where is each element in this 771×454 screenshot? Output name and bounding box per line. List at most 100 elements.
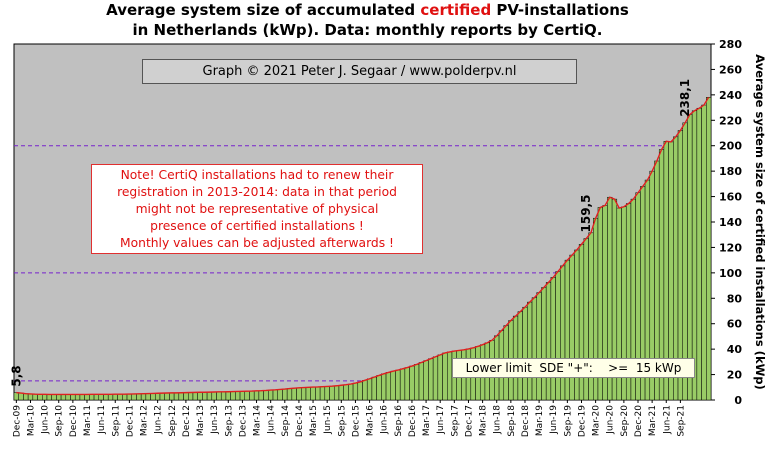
x-tick-label: Sep-20 bbox=[620, 405, 630, 437]
bar bbox=[79, 394, 85, 401]
bar bbox=[140, 393, 147, 401]
data-label: 238,1 bbox=[678, 79, 692, 117]
x-tick-label: Mar-20 bbox=[592, 405, 602, 436]
bar bbox=[536, 292, 542, 401]
bar bbox=[235, 391, 241, 401]
bar bbox=[155, 393, 161, 401]
bar bbox=[371, 376, 377, 401]
bar bbox=[527, 301, 533, 401]
x-tick-label: Mar-14 bbox=[253, 405, 263, 436]
x-tick-label: Sep-10 bbox=[55, 405, 65, 437]
bar bbox=[60, 394, 67, 401]
x-tick-label: Sep-15 bbox=[337, 405, 347, 437]
bar bbox=[225, 391, 231, 401]
bar bbox=[310, 386, 316, 401]
bar bbox=[23, 393, 29, 401]
data-label: 5,8 bbox=[9, 365, 23, 386]
bar bbox=[126, 393, 132, 401]
y-tick-label: 180 bbox=[719, 165, 742, 178]
bar bbox=[696, 107, 702, 401]
bar bbox=[263, 390, 269, 401]
bar bbox=[432, 356, 439, 401]
x-tick-label: Dec-15 bbox=[351, 405, 361, 437]
x-ticks: Dec-09 Mar-10 Jun-10 Sep-10 Dec-10 Mar-11 Jun-… bbox=[12, 400, 686, 437]
x-tick-label: Jun-13 bbox=[210, 405, 220, 435]
bar bbox=[545, 282, 552, 401]
bar bbox=[65, 394, 71, 401]
y-tick-label: 260 bbox=[719, 63, 742, 76]
bar bbox=[112, 393, 118, 401]
y-tick-label: 120 bbox=[719, 241, 742, 254]
bar bbox=[37, 394, 43, 401]
bar bbox=[89, 394, 95, 401]
x-tick-label: Dec-09 bbox=[12, 405, 22, 437]
bar bbox=[315, 386, 321, 401]
bar bbox=[333, 385, 340, 401]
bar bbox=[564, 259, 570, 401]
bar bbox=[159, 392, 165, 401]
note-box: Note! CertiQ installations had to renew … bbox=[91, 164, 423, 254]
bar bbox=[385, 372, 392, 401]
bar bbox=[188, 392, 194, 401]
x-tick-label: Mar-16 bbox=[366, 405, 376, 436]
bar bbox=[282, 388, 288, 401]
bar bbox=[169, 392, 175, 401]
bar bbox=[329, 385, 335, 401]
bar bbox=[249, 390, 255, 401]
bar bbox=[27, 393, 34, 401]
y-ticks: 0 20 40 60 80 100 120 140 160 180 200 220 240 260 280 bbox=[711, 38, 742, 407]
bar bbox=[550, 277, 556, 401]
x-tick-label: Mar-17 bbox=[422, 405, 432, 436]
bar bbox=[42, 394, 48, 401]
y-tick-label: 200 bbox=[719, 140, 742, 153]
bar bbox=[414, 364, 420, 401]
bar bbox=[296, 387, 302, 401]
x-tick-label: Sep-17 bbox=[450, 405, 460, 437]
bar bbox=[103, 394, 109, 401]
bar bbox=[404, 367, 410, 401]
bar bbox=[343, 384, 349, 401]
bar bbox=[428, 358, 434, 401]
bar bbox=[531, 297, 537, 401]
bar bbox=[51, 394, 57, 401]
x-tick-label: Sep-16 bbox=[394, 405, 404, 437]
bar bbox=[348, 383, 354, 401]
credit-box: Graph © 2021 Peter J. Segaar / www.polde… bbox=[142, 59, 577, 84]
bar bbox=[98, 394, 104, 401]
y-tick-label: 80 bbox=[727, 292, 743, 305]
x-tick-label: Dec-20 bbox=[634, 405, 644, 437]
bar bbox=[253, 390, 260, 401]
bar bbox=[541, 287, 547, 401]
x-tick-label: Jun-14 bbox=[267, 405, 277, 435]
bar bbox=[272, 389, 278, 401]
bar bbox=[183, 392, 189, 401]
bar bbox=[423, 360, 429, 401]
bar bbox=[381, 373, 387, 401]
bar bbox=[150, 393, 156, 401]
bar bbox=[13, 392, 19, 401]
bar bbox=[301, 387, 307, 401]
x-tick-label: Sep-13 bbox=[224, 405, 234, 437]
x-tick-label: Dec-12 bbox=[182, 405, 192, 437]
bar bbox=[206, 391, 213, 401]
data-label: 159,5 bbox=[579, 195, 593, 233]
x-tick-label: Sep-14 bbox=[281, 405, 291, 437]
x-tick-label: Dec-19 bbox=[578, 405, 588, 437]
bar bbox=[173, 392, 180, 401]
bar bbox=[84, 394, 90, 401]
bar bbox=[352, 382, 359, 401]
x-tick-label: Mar-18 bbox=[479, 405, 489, 436]
bar bbox=[197, 391, 203, 401]
bar bbox=[324, 386, 330, 401]
note-line: Monthly values can be adjusted afterward… bbox=[120, 236, 394, 250]
x-tick-label: Jun-20 bbox=[606, 405, 616, 435]
bar bbox=[366, 378, 373, 401]
bar bbox=[93, 394, 100, 401]
x-tick-label: Jun-21 bbox=[662, 405, 672, 435]
bar bbox=[390, 370, 396, 401]
bar bbox=[239, 391, 246, 401]
bar bbox=[560, 265, 566, 401]
bar bbox=[220, 391, 227, 401]
bar bbox=[244, 390, 250, 401]
trend-line bbox=[16, 96, 710, 396]
